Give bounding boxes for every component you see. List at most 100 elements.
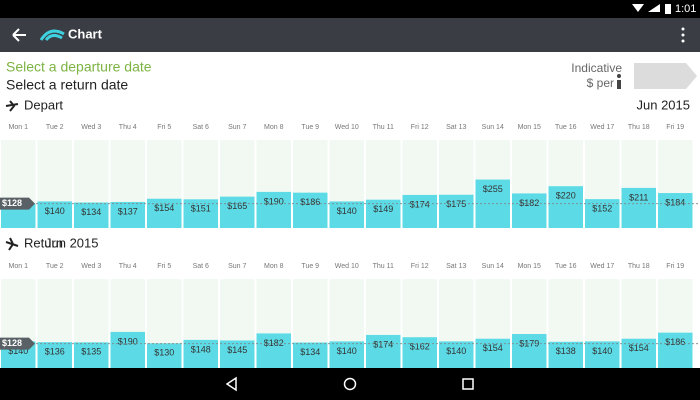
- price-label: $135: [81, 347, 101, 357]
- day-label: Thu 4: [119, 124, 137, 131]
- price-label: $154: [483, 343, 503, 353]
- return-prompt: Select a return date: [6, 77, 128, 93]
- wifi-icon: [632, 4, 644, 12]
- return-plane-icon: [5, 237, 19, 251]
- price-label: $182: [264, 338, 284, 348]
- day-label: Sat 13: [446, 124, 466, 131]
- price-bar[interactable]: [621, 338, 657, 368]
- clock: 1:01: [675, 3, 696, 15]
- day-label: Thu 18: [628, 263, 650, 270]
- price-bar[interactable]: [548, 186, 584, 228]
- price-bar[interactable]: [74, 342, 109, 368]
- price-label: $175: [446, 199, 466, 209]
- lowest-price-tag: [0, 337, 35, 350]
- day-label: Thu 18: [628, 124, 650, 131]
- per-label: $ per: [587, 76, 614, 90]
- price-bar[interactable]: [37, 342, 73, 368]
- price-label: $220: [556, 191, 576, 201]
- day-label: Mon 8: [264, 263, 284, 270]
- price-bar[interactable]: [74, 202, 109, 228]
- price-label: $255: [483, 184, 503, 194]
- day-label: Sun 14: [482, 263, 504, 270]
- price-bar[interactable]: [293, 342, 328, 368]
- nav-recents[interactable]: [462, 378, 474, 390]
- day-label: Wed 10: [335, 263, 359, 270]
- price-bar[interactable]: [439, 341, 474, 368]
- depart-plane-icon: [5, 100, 19, 112]
- day-label: Sat 6: [193, 124, 209, 131]
- lowest-price-tag: [0, 197, 35, 210]
- panel-title: Depart: [24, 97, 63, 112]
- price-bar[interactable]: [183, 339, 219, 368]
- price-bar[interactable]: [402, 337, 438, 368]
- day-label: Fri 12: [411, 263, 429, 270]
- indicative-label: Indicative: [571, 61, 622, 75]
- price-label: $211: [629, 192, 648, 202]
- price-label: $130: [154, 348, 174, 358]
- price-label: $149: [373, 204, 393, 214]
- nav-back[interactable]: [225, 376, 237, 392]
- panel-title: Return: [24, 235, 63, 250]
- panel-month: Jun 2015: [637, 97, 691, 112]
- departure-prompt: Select a departure date: [6, 59, 152, 75]
- battery-icon: [665, 4, 671, 14]
- back-button[interactable]: [12, 28, 26, 42]
- day-label: Fri 12: [411, 124, 429, 131]
- day-label: Wed 17: [590, 263, 614, 270]
- price-bar[interactable]: [366, 334, 401, 368]
- day-label: Thu 11: [373, 263, 394, 270]
- price-bar[interactable]: [37, 201, 73, 228]
- price-label: $140: [8, 346, 28, 356]
- day-label: Wed 10: [335, 124, 359, 131]
- price-bar[interactable]: [512, 193, 547, 228]
- logo: [39, 29, 65, 41]
- day-label: Thu 4: [119, 263, 137, 270]
- nav-home[interactable]: [343, 377, 357, 391]
- status-bar: [0, 0, 700, 18]
- price-bar[interactable]: [585, 341, 620, 368]
- day-label: Sat 13: [446, 263, 466, 270]
- price-label: $137: [118, 206, 138, 216]
- day-label: Wed 17: [590, 124, 614, 131]
- price-bar[interactable]: [256, 333, 292, 368]
- price-label: $154: [154, 203, 174, 213]
- nav-bar: [0, 368, 700, 400]
- day-label: Tue 9: [301, 124, 319, 131]
- price-label: $140: [45, 206, 65, 216]
- app-title: Chart: [68, 26, 103, 41]
- price-bar[interactable]: [220, 196, 255, 228]
- price-toggle[interactable]: [634, 63, 697, 89]
- price-label: $190: [118, 336, 138, 346]
- price-label: $184: [665, 197, 685, 207]
- price-label: $134: [300, 347, 320, 357]
- price-bar[interactable]: [183, 199, 219, 228]
- day-label: Tue 2: [46, 124, 64, 131]
- day-label: Fri 5: [157, 263, 171, 270]
- panel-month: Jun 2015: [45, 235, 99, 250]
- price-bar[interactable]: [658, 332, 693, 368]
- menu-button[interactable]: [681, 27, 685, 43]
- price-label: $140: [446, 346, 466, 356]
- price-bar[interactable]: [110, 331, 146, 368]
- price-label: $152: [592, 203, 612, 213]
- price-bar[interactable]: [329, 341, 365, 368]
- price-bar[interactable]: [293, 192, 328, 228]
- price-bar[interactable]: [439, 194, 474, 228]
- price-bar[interactable]: [512, 333, 547, 368]
- price-label: $190: [264, 196, 284, 206]
- day-label: Tue 16: [555, 263, 577, 270]
- price-bar[interactable]: [329, 201, 365, 228]
- day-label: Fri 19: [666, 263, 684, 270]
- price-bar[interactable]: [256, 191, 292, 228]
- day-label: Wed 3: [81, 263, 101, 270]
- price-bar[interactable]: [110, 201, 146, 228]
- day-label: Sat 6: [193, 263, 209, 270]
- price-bar[interactable]: [147, 343, 182, 368]
- price-bar[interactable]: [621, 187, 657, 228]
- price-bar[interactable]: [658, 193, 693, 228]
- price-bar[interactable]: [366, 199, 401, 228]
- price-bar[interactable]: [220, 340, 255, 368]
- price-bar[interactable]: [402, 194, 438, 228]
- price-bar[interactable]: [548, 341, 584, 368]
- day-label: Sun 14: [482, 124, 504, 131]
